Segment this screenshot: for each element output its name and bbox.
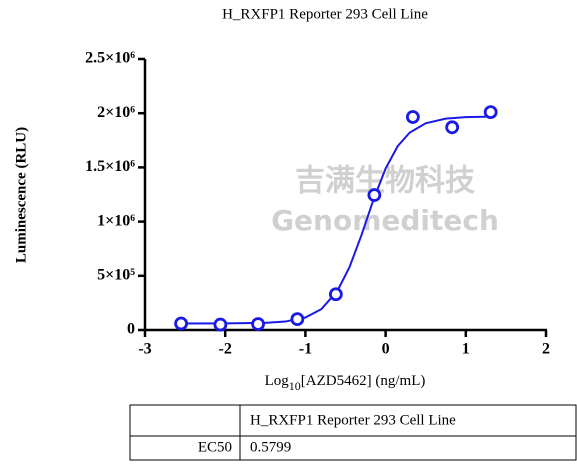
- y-axis-label: Luminescence (RLU): [13, 127, 29, 263]
- chart-title: H_RXFP1 Reporter 293 Cell Line: [222, 6, 428, 22]
- table-border: [129, 404, 577, 461]
- y-tick-label: 1.5×10⁶: [85, 158, 135, 175]
- x-label-sub: 10: [289, 379, 301, 393]
- x-tick-label: -2: [219, 341, 232, 358]
- x-tick-label: -1: [299, 341, 312, 358]
- x-label-main: Log: [265, 373, 290, 389]
- x-label-rest: [AZD5462] (ng/mL): [301, 373, 426, 389]
- data-point: [367, 188, 382, 202]
- table: H_RXFP1 Reporter 293 Cell Line EC50 0.57…: [129, 404, 577, 461]
- data-point: [213, 317, 228, 332]
- data-point: [445, 120, 460, 135]
- data-point: [405, 110, 420, 124]
- table-header: H_RXFP1 Reporter 293 Cell Line: [250, 412, 456, 428]
- x-axis-label: Log10[AZD5462] (ng/mL): [265, 373, 426, 392]
- x-tick-label: 2: [542, 341, 550, 358]
- watermark-en: Genomeditech: [271, 204, 499, 237]
- table-cell: EC50: [198, 439, 232, 455]
- y-tick-label: 2.5×10⁶: [85, 50, 135, 67]
- y-tick-label: 2×10⁶: [97, 104, 135, 121]
- x-tick-label: -3: [138, 341, 151, 358]
- y-tick-label: 0: [127, 321, 135, 338]
- table-cell: 0.5799: [250, 439, 291, 455]
- data-point: [483, 105, 498, 120]
- x-tick-label: 0: [382, 341, 390, 358]
- fit-curve: [181, 115, 491, 325]
- data-point: [328, 287, 343, 302]
- y-tick-label: 1×10⁶: [97, 212, 135, 229]
- data-point: [290, 312, 305, 327]
- data-point: [174, 316, 188, 331]
- y-tick-label: 5×10⁵: [97, 266, 135, 283]
- x-tick-label: 1: [462, 341, 470, 358]
- data-point: [251, 317, 265, 331]
